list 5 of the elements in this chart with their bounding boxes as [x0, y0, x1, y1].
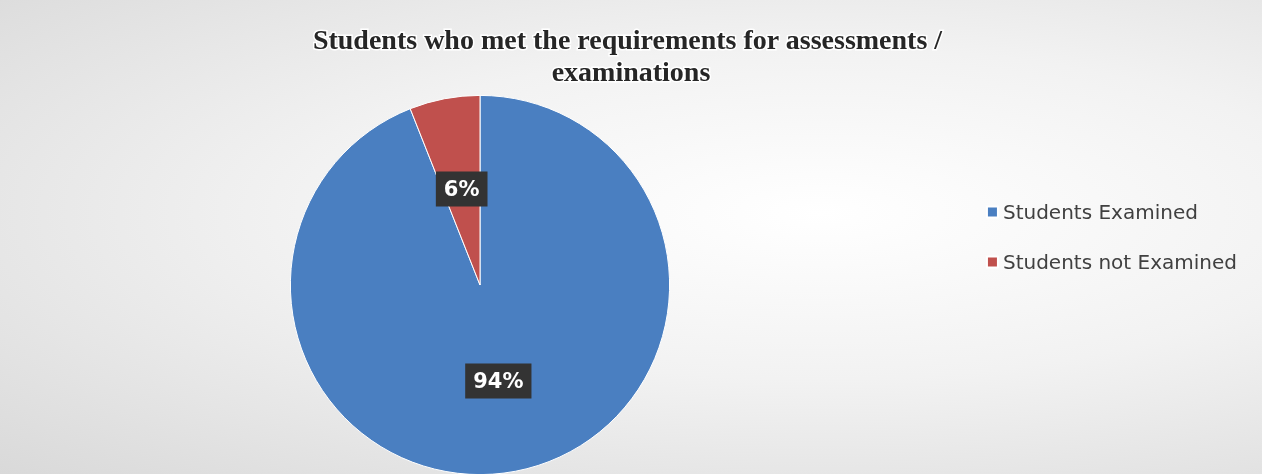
legend-label: Students Examined	[1002, 200, 1198, 224]
data-label: 94%	[473, 369, 524, 394]
data-label: 6%	[443, 176, 480, 201]
chart-title: Students who met the requirements for assessments / examinations	[312, 23, 950, 87]
legend-label: Students not Examined	[1002, 250, 1237, 274]
